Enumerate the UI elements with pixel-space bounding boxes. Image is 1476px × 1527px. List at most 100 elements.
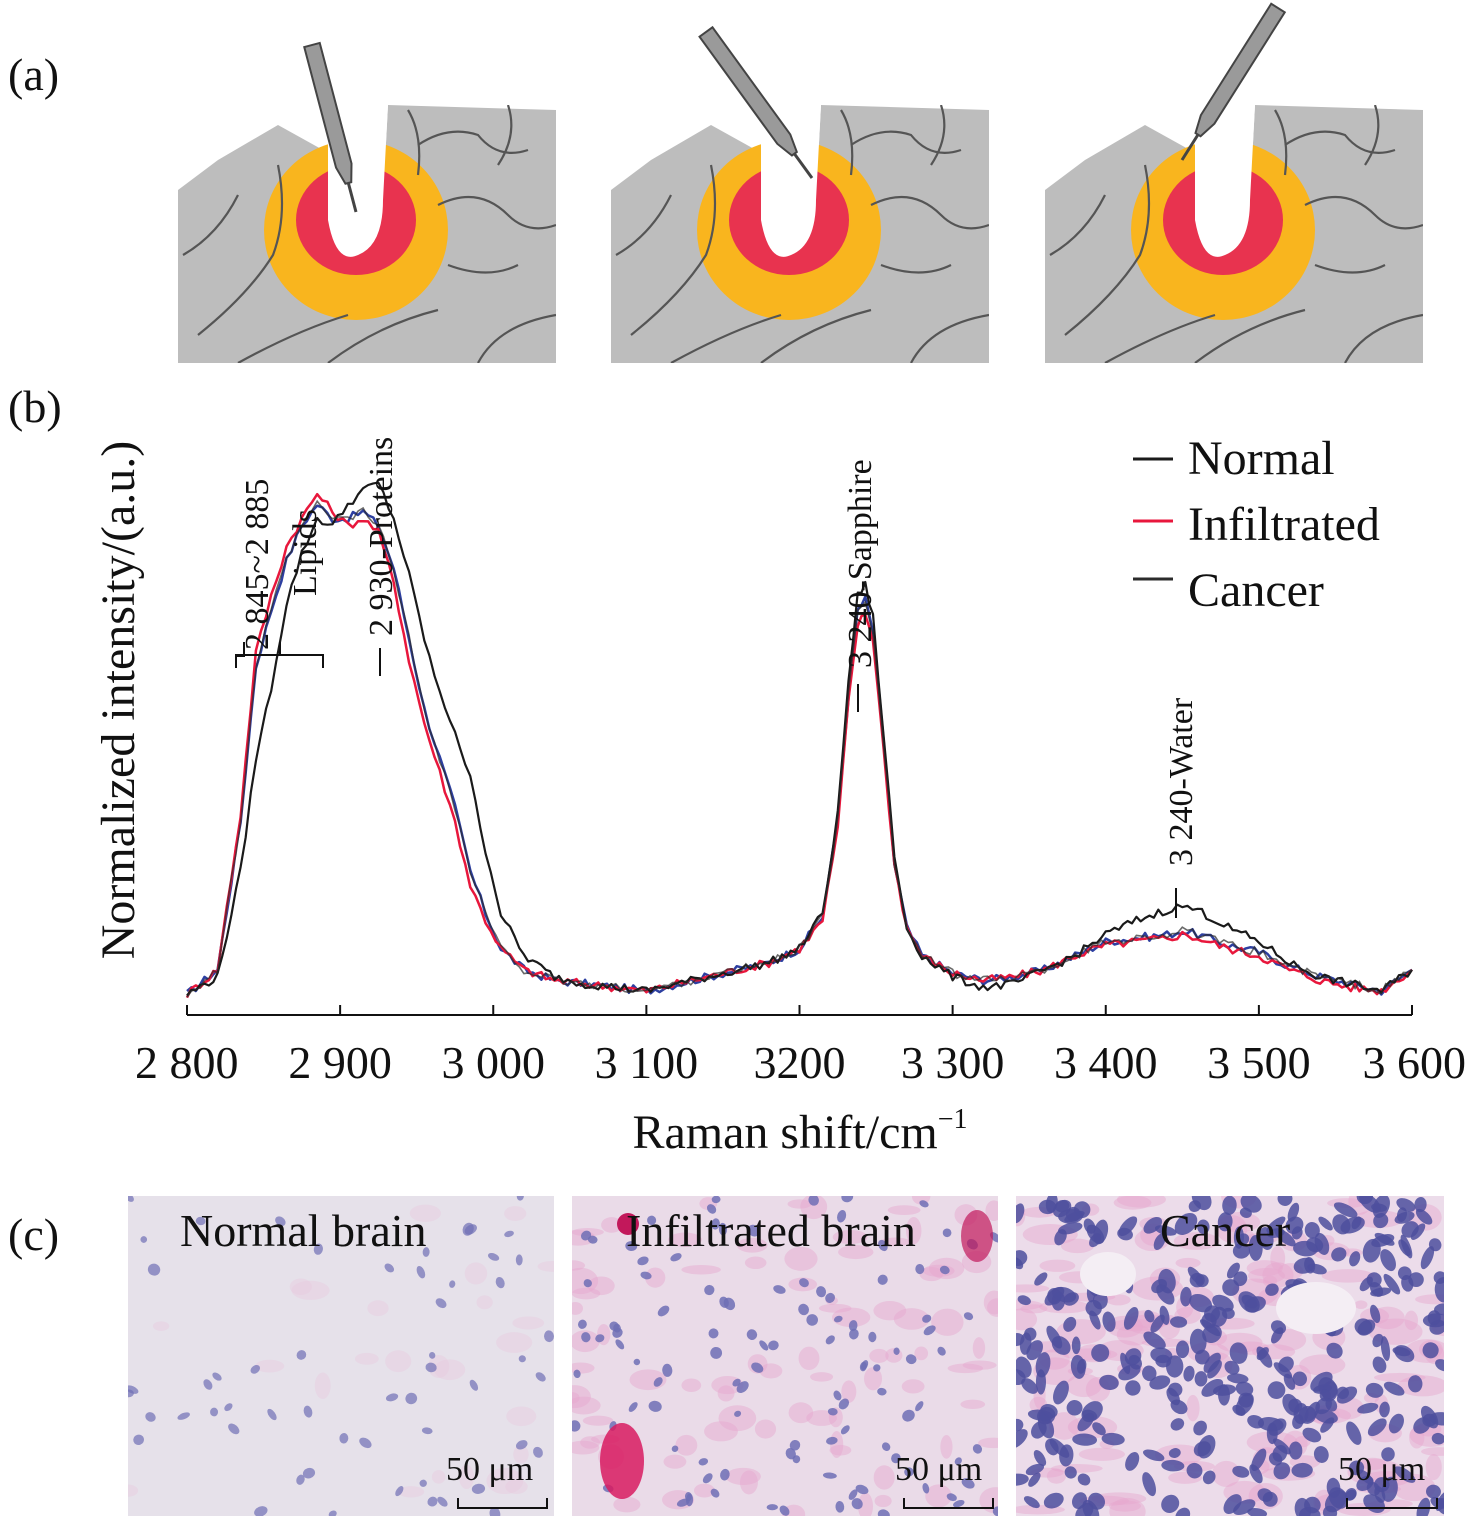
scale-bar-normal: 50 μm	[446, 1451, 548, 1509]
stroma-blotch	[887, 1205, 921, 1216]
sulcus-line	[1364, 105, 1380, 166]
probe-body	[1194, 2, 1287, 138]
cell-nucleus	[1053, 1380, 1069, 1405]
x-tick-label: 3 100	[595, 1037, 699, 1088]
cell-nucleus	[768, 1340, 779, 1351]
cell-nucleus	[855, 1484, 869, 1495]
cell-nucleus	[573, 1369, 581, 1379]
cell-nucleus	[1278, 1356, 1294, 1373]
cell-nucleus	[339, 1433, 349, 1444]
cell-nucleus	[1156, 1284, 1175, 1305]
cell-nucleus	[1426, 1484, 1441, 1499]
sulcus-line	[615, 194, 672, 256]
cell-nucleus	[1370, 1287, 1392, 1297]
cell-nucleus	[583, 1279, 592, 1288]
cell-nucleus	[1025, 1463, 1045, 1476]
stroma-blotch	[1048, 1412, 1080, 1440]
cell-nucleus	[1320, 1417, 1335, 1433]
stroma-blotch	[397, 1486, 425, 1498]
cell-nucleus	[1356, 1475, 1374, 1491]
cell-nucleus	[1383, 1381, 1405, 1396]
cell-nucleus	[1016, 1473, 1029, 1486]
cell-nucleus	[1258, 1227, 1274, 1251]
stroma-blotch	[582, 1415, 614, 1426]
cell-nucleus	[1265, 1283, 1279, 1296]
cell-nucleus	[302, 1467, 316, 1479]
stroma-blotch	[869, 1348, 889, 1363]
cell-nucleus	[798, 1303, 810, 1316]
cell-nucleus	[1194, 1371, 1208, 1387]
cell-nucleus	[1194, 1349, 1210, 1365]
stroma-blotch	[1046, 1468, 1067, 1484]
cell-nucleus	[1063, 1316, 1077, 1332]
stroma-blotch	[1109, 1497, 1146, 1516]
cell-nucleus	[1271, 1327, 1284, 1344]
cell-nucleus	[859, 1361, 867, 1372]
stroma-blotch	[1270, 1245, 1286, 1271]
cell-nucleus	[963, 1312, 974, 1321]
cell-nucleus	[544, 1330, 554, 1343]
cell-nucleus	[1169, 1316, 1188, 1328]
cell-nucleus	[1089, 1310, 1101, 1330]
cell-nucleus	[915, 1401, 924, 1412]
stroma-blotch	[919, 1267, 944, 1282]
cell-nucleus	[893, 1347, 900, 1355]
cell-nucleus	[1212, 1384, 1237, 1396]
cell-nucleus	[1380, 1249, 1396, 1272]
cell-nucleus	[1415, 1208, 1433, 1225]
cell-nucleus	[145, 1412, 156, 1422]
cell-nucleus	[826, 1436, 838, 1445]
cell-nucleus	[1340, 1216, 1365, 1234]
cell-nucleus	[224, 1403, 233, 1412]
cell-nucleus	[1124, 1348, 1142, 1366]
tissue-background	[128, 1196, 554, 1516]
stroma-blotch	[152, 1321, 170, 1331]
cell-nucleus	[711, 1196, 721, 1204]
stroma-blotch	[744, 1256, 767, 1270]
sulcus-line	[1194, 308, 1306, 363]
cell-nucleus	[922, 1314, 932, 1323]
cell-nucleus	[1306, 1237, 1324, 1253]
cell-nucleus	[464, 1224, 477, 1235]
stroma-blotch	[601, 1217, 623, 1233]
cell-nucleus	[827, 1407, 838, 1416]
cell-nucleus	[972, 1444, 983, 1454]
cell-nucleus	[421, 1427, 433, 1435]
cell-nucleus	[1229, 1342, 1248, 1364]
cell-nucleus	[1304, 1221, 1320, 1239]
cell-nucleus	[1247, 1508, 1268, 1516]
cell-nucleus	[1174, 1212, 1198, 1235]
stroma-blotch	[940, 1434, 953, 1459]
cell-nucleus	[734, 1410, 742, 1417]
stroma-blotch	[663, 1454, 687, 1469]
cell-nucleus	[662, 1363, 673, 1377]
blood-cell-cluster	[961, 1210, 993, 1262]
stroma-blotch	[693, 1483, 715, 1498]
cell-nucleus	[1396, 1198, 1416, 1212]
stroma-blotch	[985, 1200, 998, 1222]
cell-nucleus	[1161, 1459, 1185, 1472]
cell-nucleus	[1422, 1342, 1439, 1359]
cell-nucleus	[533, 1446, 543, 1458]
cell-nucleus	[825, 1292, 835, 1303]
sulcus-line	[327, 308, 439, 363]
legend-label-normal: Normal	[1188, 432, 1335, 485]
stroma-blotch	[754, 1419, 777, 1439]
cell-nucleus	[1232, 1243, 1250, 1259]
cell-nucleus	[1272, 1438, 1291, 1455]
stroma-blotch	[864, 1367, 883, 1391]
probe-tip	[346, 182, 358, 213]
series-cancer-line-overlay	[186, 499, 1413, 998]
cell-nucleus	[1408, 1375, 1423, 1393]
cell-nucleus	[1372, 1356, 1387, 1373]
resection-cavity	[1195, 105, 1255, 257]
cell-nucleus	[535, 1372, 546, 1382]
cell-nucleus	[437, 1496, 448, 1507]
cell-nucleus	[625, 1241, 638, 1252]
cell-nucleus	[609, 1321, 620, 1331]
cell-nucleus	[640, 1271, 652, 1280]
cell-nucleus	[1287, 1202, 1300, 1222]
cell-nucleus	[1232, 1404, 1246, 1416]
stroma-blotch	[1404, 1310, 1419, 1331]
brain-illustration-3	[1045, 2, 1423, 363]
